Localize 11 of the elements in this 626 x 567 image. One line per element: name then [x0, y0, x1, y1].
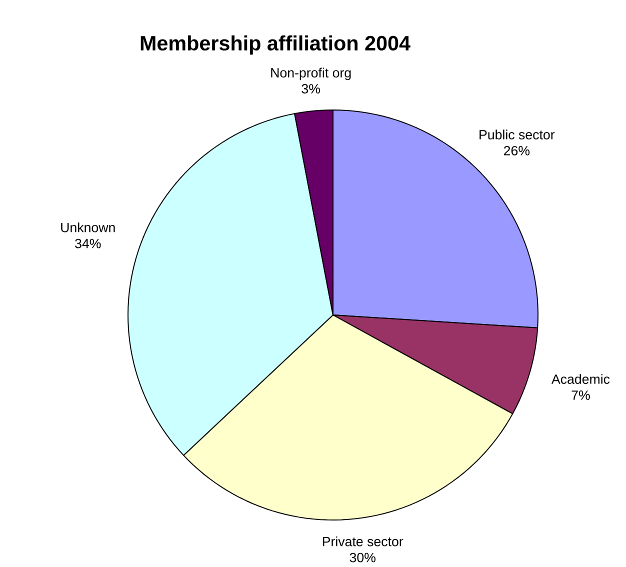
- chart-title: Membership affiliation 2004: [140, 35, 410, 55]
- data-label: 7%: [572, 390, 590, 400]
- slice-label: Academic: [551, 374, 610, 384]
- slice-label: Unknown: [61, 222, 115, 232]
- slice-label: Non-profit org: [271, 68, 351, 80]
- data-label: 30%: [350, 552, 376, 562]
- slice-label: Public sector: [480, 130, 555, 140]
- data-label: 34%: [75, 238, 101, 248]
- slice-label: Private sector: [322, 536, 404, 546]
- data-label: 26%: [504, 146, 530, 156]
- data-label: 3%: [302, 84, 320, 94]
